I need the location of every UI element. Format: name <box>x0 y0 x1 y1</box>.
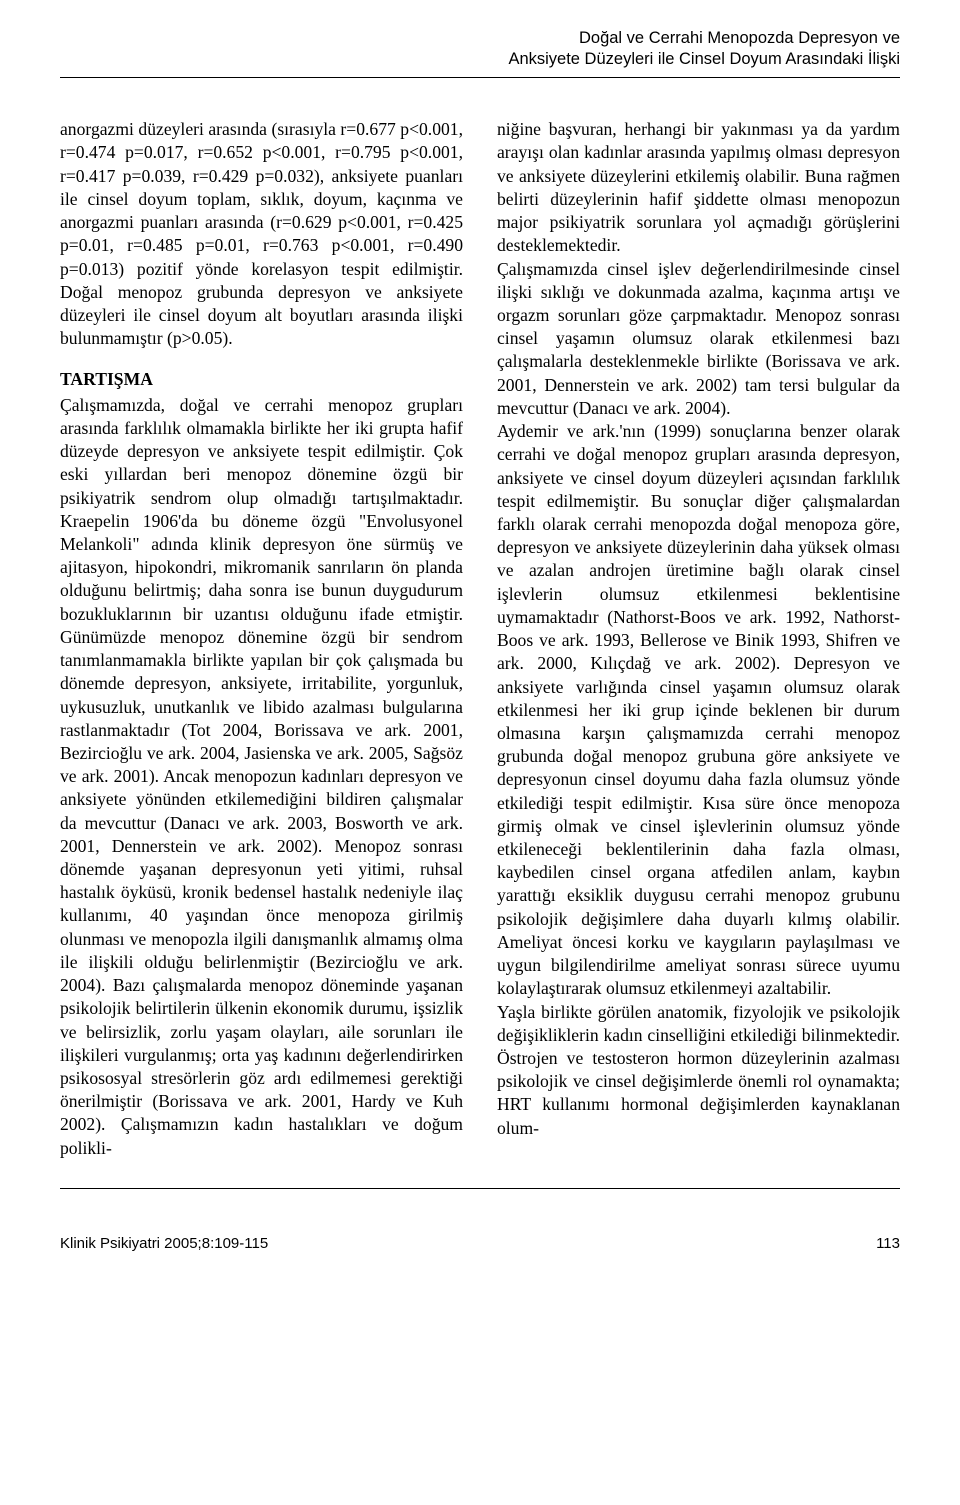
right-paragraph-3: Aydemir ve ark.'nın (1999) sonuçlarına b… <box>497 420 900 1000</box>
footer-journal: Klinik Psikiyatri 2005;8:109-115 <box>60 1235 268 1252</box>
page: Doğal ve Cerrahi Menopozda Depresyon ve … <box>0 0 960 1276</box>
right-column: niğine başvuran, herhangi bir yakınması … <box>497 118 900 1160</box>
section-title-tartisma: TARTIŞMA <box>60 368 463 391</box>
running-head: Doğal ve Cerrahi Menopozda Depresyon ve … <box>60 28 900 69</box>
left-paragraph-1: anorgazmi düzeyleri arasında (sırasıyla … <box>60 118 463 350</box>
header-rule <box>60 77 900 78</box>
footer-rule <box>60 1188 900 1189</box>
running-head-line2: Anksiyete Düzeyleri ile Cinsel Doyum Ara… <box>508 50 900 68</box>
right-paragraph-1: niğine başvuran, herhangi bir yakınması … <box>497 118 900 257</box>
right-paragraph-4: Yaşla birlikte görülen anatomik, fizyolo… <box>497 1001 900 1140</box>
text-columns: anorgazmi düzeyleri arasında (sırasıyla … <box>60 118 900 1160</box>
left-column: anorgazmi düzeyleri arasında (sırasıyla … <box>60 118 463 1160</box>
footer-page-number: 113 <box>876 1235 900 1252</box>
left-paragraph-2: Çalışmamızda, doğal ve cerrahi menopoz g… <box>60 394 463 1160</box>
running-head-line1: Doğal ve Cerrahi Menopozda Depresyon ve <box>579 29 900 47</box>
right-paragraph-2: Çalışmamızda cinsel işlev değerlendirilm… <box>497 258 900 421</box>
footer: Klinik Psikiyatri 2005;8:109-115 113 <box>60 1235 900 1252</box>
